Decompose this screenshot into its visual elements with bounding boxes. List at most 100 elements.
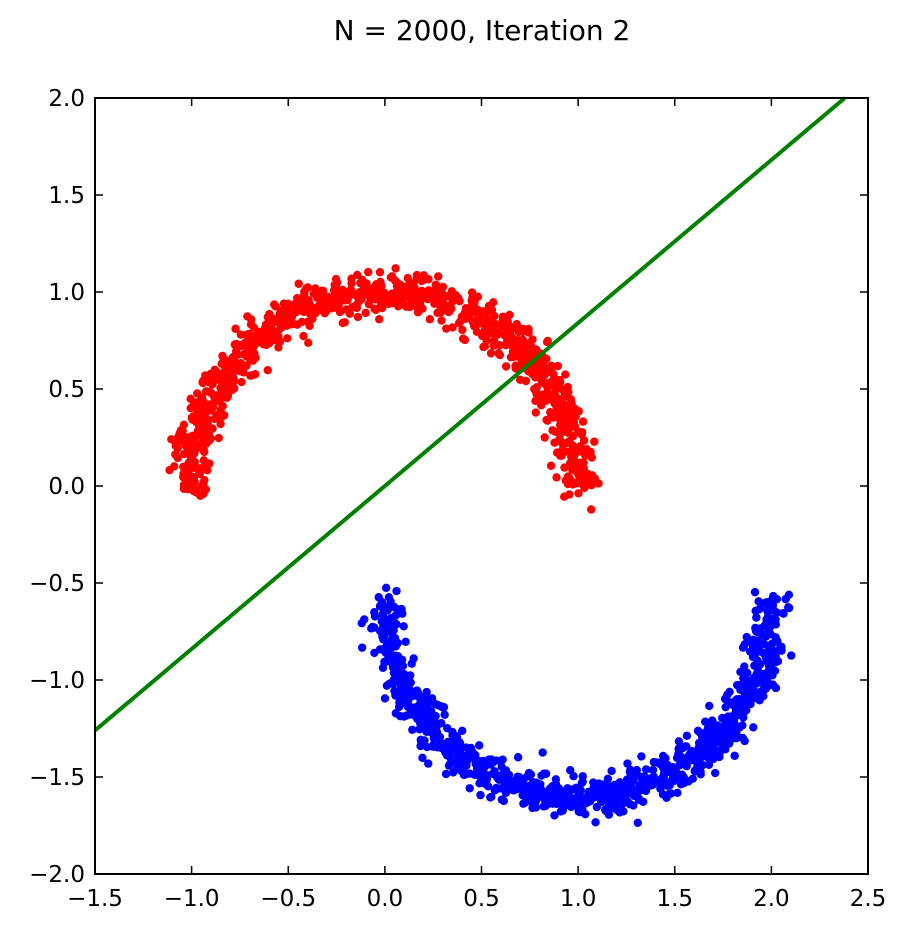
data-point — [504, 770, 514, 780]
data-point — [288, 311, 297, 321]
data-point — [202, 387, 211, 396]
data-point — [765, 629, 774, 638]
data-point — [404, 678, 413, 688]
data-point — [373, 291, 383, 301]
data-point — [399, 622, 408, 631]
data-point — [171, 450, 180, 459]
data-point — [384, 296, 393, 305]
data-point — [454, 751, 463, 761]
data-point — [673, 788, 682, 797]
data-point — [770, 666, 780, 676]
data-point — [357, 618, 366, 628]
data-point — [388, 624, 397, 634]
x-tick-label: 0.0 — [367, 886, 404, 912]
data-point — [217, 412, 226, 422]
data-point — [609, 798, 618, 808]
data-point — [385, 600, 395, 610]
data-point — [427, 706, 436, 716]
data-point — [394, 702, 404, 712]
data-point — [457, 767, 466, 776]
data-point — [420, 714, 429, 723]
data-point — [771, 651, 780, 660]
y-tick-label: −2.0 — [29, 862, 85, 888]
data-point — [347, 279, 356, 288]
data-point — [561, 370, 570, 379]
data-point — [497, 321, 507, 330]
data-point — [532, 788, 542, 797]
data-point — [433, 272, 443, 281]
data-point — [317, 286, 327, 296]
data-point — [251, 332, 260, 341]
data-point — [513, 753, 523, 762]
data-point — [408, 725, 417, 734]
data-point — [340, 318, 349, 327]
data-point — [666, 789, 676, 798]
y-tick-label: 0.5 — [48, 377, 85, 403]
data-point — [623, 759, 632, 768]
data-point — [769, 606, 778, 615]
data-point — [501, 362, 511, 371]
data-point — [744, 677, 753, 686]
data-point — [465, 784, 474, 793]
data-point — [458, 325, 467, 335]
data-point — [437, 718, 446, 728]
data-point — [476, 790, 485, 800]
data-point — [710, 768, 720, 778]
data-point — [740, 640, 749, 649]
data-point — [678, 743, 687, 753]
decision-boundary-line — [93, 96, 847, 732]
x-tick-label: 2.5 — [850, 886, 887, 912]
data-point — [439, 303, 449, 313]
data-point — [514, 327, 523, 337]
data-point — [392, 586, 401, 596]
data-point — [421, 702, 430, 712]
data-point — [467, 288, 477, 297]
data-point — [200, 475, 209, 485]
data-point — [496, 328, 506, 337]
data-point — [667, 776, 677, 785]
data-point — [349, 289, 358, 299]
data-point — [380, 634, 389, 644]
data-point — [551, 775, 561, 784]
data-point — [561, 390, 570, 399]
data-point — [751, 606, 760, 616]
data-point — [293, 293, 302, 303]
x-tick-label: 0.5 — [463, 886, 500, 912]
data-point — [332, 278, 342, 287]
data-point — [214, 433, 223, 443]
data-point — [736, 667, 745, 677]
data-point — [574, 489, 583, 498]
data-point — [315, 294, 325, 304]
x-tick-label: 1.5 — [656, 886, 693, 912]
data-point — [305, 300, 315, 309]
data-point — [486, 320, 495, 330]
data-point — [394, 302, 403, 311]
data-point — [401, 637, 410, 646]
x-tick-label: 1.0 — [560, 886, 597, 912]
data-point — [719, 736, 728, 745]
data-point — [677, 759, 687, 769]
data-point — [389, 634, 399, 644]
data-point — [198, 376, 208, 386]
data-point — [334, 294, 343, 304]
data-point — [566, 452, 576, 461]
data-point — [627, 777, 636, 786]
data-point — [689, 753, 698, 762]
y-axis-ticks: 2.0 1.5 1.0 0.5 0.0 −0.5 −1.0 −1.5 −2.0 — [29, 86, 868, 888]
data-point — [487, 792, 496, 802]
data-point — [674, 737, 684, 746]
data-point — [541, 396, 551, 406]
data-point — [413, 308, 423, 317]
data-point — [590, 437, 599, 446]
data-point — [734, 681, 743, 690]
data-point — [236, 330, 246, 339]
data-point — [415, 293, 424, 302]
data-point — [687, 747, 697, 756]
data-point — [442, 324, 451, 333]
data-point — [553, 448, 562, 457]
data-point — [416, 735, 425, 745]
data-point — [570, 479, 579, 488]
series-0 — [165, 264, 603, 514]
data-point — [591, 818, 600, 827]
data-point — [725, 687, 734, 697]
